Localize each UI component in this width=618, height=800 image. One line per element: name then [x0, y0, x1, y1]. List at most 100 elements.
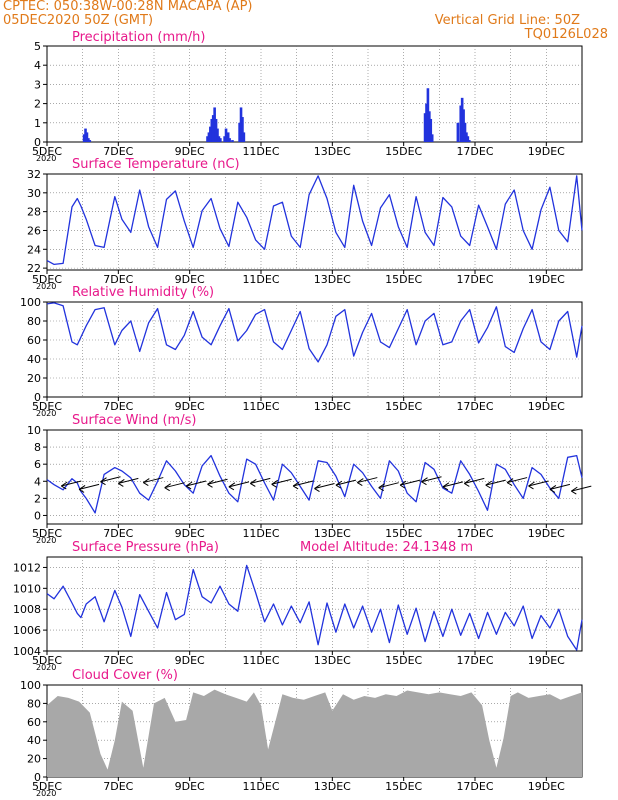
wind-arrow: [378, 482, 399, 489]
x-tick-label: 15DEC: [385, 780, 422, 793]
x-tick-label: 15DEC: [385, 273, 422, 286]
precip-bar: [426, 88, 430, 142]
wind-arrow-head: [485, 480, 492, 489]
precip-bar: [463, 122, 467, 142]
x-tick-label: 7DEC: [103, 273, 133, 286]
x-year-label: 2020: [36, 663, 56, 672]
y-tick-label: 6: [34, 458, 41, 471]
wind-arrow-head: [571, 486, 578, 495]
wind-arrow: [421, 476, 442, 483]
wind-arrow-head: [164, 483, 171, 492]
wind-arrow: [335, 479, 357, 486]
wind-arrow-head: [528, 481, 535, 490]
precip-bar: [242, 132, 246, 142]
x-tick-label: 11DEC: [242, 654, 279, 667]
precip-bar: [425, 103, 428, 142]
y-tick-label: 0: [34, 391, 41, 404]
panel-title: Surface Pressure (hPa): [72, 540, 219, 555]
precip-bar: [423, 113, 427, 142]
wind-arrow-head: [60, 481, 68, 490]
x-year-label: 2020: [36, 409, 56, 418]
wind-arrow: [485, 479, 506, 486]
x-tick-label: 19DEC: [528, 400, 565, 413]
precip-bar: [239, 107, 243, 142]
y-tick-label: 0: [34, 136, 41, 149]
wind-arrow-head: [506, 478, 514, 486]
x-year-label: 2020: [36, 536, 56, 545]
y-tick-label: 60: [27, 334, 41, 347]
y-tick-label: 1006: [13, 624, 41, 637]
precip-bar: [456, 122, 460, 142]
wind-arrow: [118, 477, 139, 484]
y-tick-label: 1004: [13, 645, 41, 658]
x-tick-label: 5DEC: [32, 273, 62, 286]
y-tick-label: 4: [34, 59, 41, 72]
x-tick-label: 7DEC: [103, 654, 133, 667]
x-tick-label: 13DEC: [314, 780, 351, 793]
x-tick-label: 5DEC: [32, 400, 62, 413]
y-tick-label: 20: [27, 372, 41, 385]
precip-bar: [211, 115, 215, 142]
wind-arrow: [571, 485, 592, 492]
precip-bar: [210, 118, 214, 142]
x-tick-label: 11DEC: [242, 273, 279, 286]
precip-bar: [429, 118, 433, 142]
x-tick-label: 9DEC: [175, 145, 205, 158]
precip-bar: [467, 140, 471, 142]
wind-arrow-head: [228, 482, 236, 491]
wind-arrow-head: [292, 481, 300, 490]
precip-bar: [87, 138, 90, 142]
precip-bar: [231, 140, 234, 142]
x-tick-label: 13DEC: [314, 400, 351, 413]
precip-bar: [219, 138, 222, 142]
x-tick-label: 9DEC: [175, 273, 205, 286]
precip-bar: [238, 122, 241, 142]
wind-arrow: [357, 477, 378, 484]
precip-bar: [241, 117, 244, 142]
header-grid-note: Vertical Grid Line: 50Z: [434, 13, 580, 28]
x-year-label: 2020: [36, 282, 56, 291]
cloud-area: [47, 689, 582, 777]
wind-arrow-head: [442, 482, 450, 491]
precip-bar: [466, 136, 470, 142]
wind-arrow: [61, 480, 82, 487]
y-tick-label: 24: [27, 243, 41, 256]
x-tick-label: 7DEC: [103, 145, 133, 158]
precip-bar: [82, 134, 86, 142]
wind-arrow-head: [314, 484, 321, 492]
precip-bar: [459, 105, 463, 142]
x-tick-label: 17DEC: [456, 400, 493, 413]
wind-arrow: [399, 479, 421, 486]
x-tick-label: 17DEC: [456, 145, 493, 158]
x-tick-label: 9DEC: [175, 780, 205, 793]
x-tick-label: 13DEC: [314, 527, 351, 540]
x-tick-label: 5DEC: [32, 527, 62, 540]
wind-arrow: [207, 478, 228, 485]
wind-arrow-head: [271, 479, 278, 488]
y-tick-label: 10: [27, 424, 41, 437]
wind-arrow: [528, 480, 549, 487]
y-tick-label: 60: [27, 716, 41, 729]
precip-bar: [428, 111, 431, 142]
y-tick-label: 2: [34, 492, 41, 505]
wind-arrow: [100, 476, 121, 483]
y-tick-label: 22: [27, 262, 41, 275]
y-tick-label: 40: [27, 353, 41, 366]
x-tick-label: 13DEC: [314, 654, 351, 667]
series-line: [46, 564, 583, 651]
y-tick-label: 1008: [13, 603, 41, 616]
precip-bar: [430, 134, 434, 142]
wind-arrow: [228, 481, 250, 488]
precip-bar: [228, 138, 231, 142]
precip-bar: [226, 132, 230, 142]
wind-arrow-head: [143, 478, 150, 486]
wind-arrow: [442, 481, 464, 488]
precip-bar: [209, 126, 212, 142]
wind-arrow: [143, 477, 164, 484]
x-tick-label: 7DEC: [103, 780, 133, 793]
y-tick-label: 4: [34, 475, 41, 488]
x-tick-label: 9DEC: [175, 654, 205, 667]
wind-arrow-head: [421, 477, 428, 486]
y-tick-label: 80: [27, 315, 41, 328]
wind-arrow-head: [464, 479, 471, 487]
